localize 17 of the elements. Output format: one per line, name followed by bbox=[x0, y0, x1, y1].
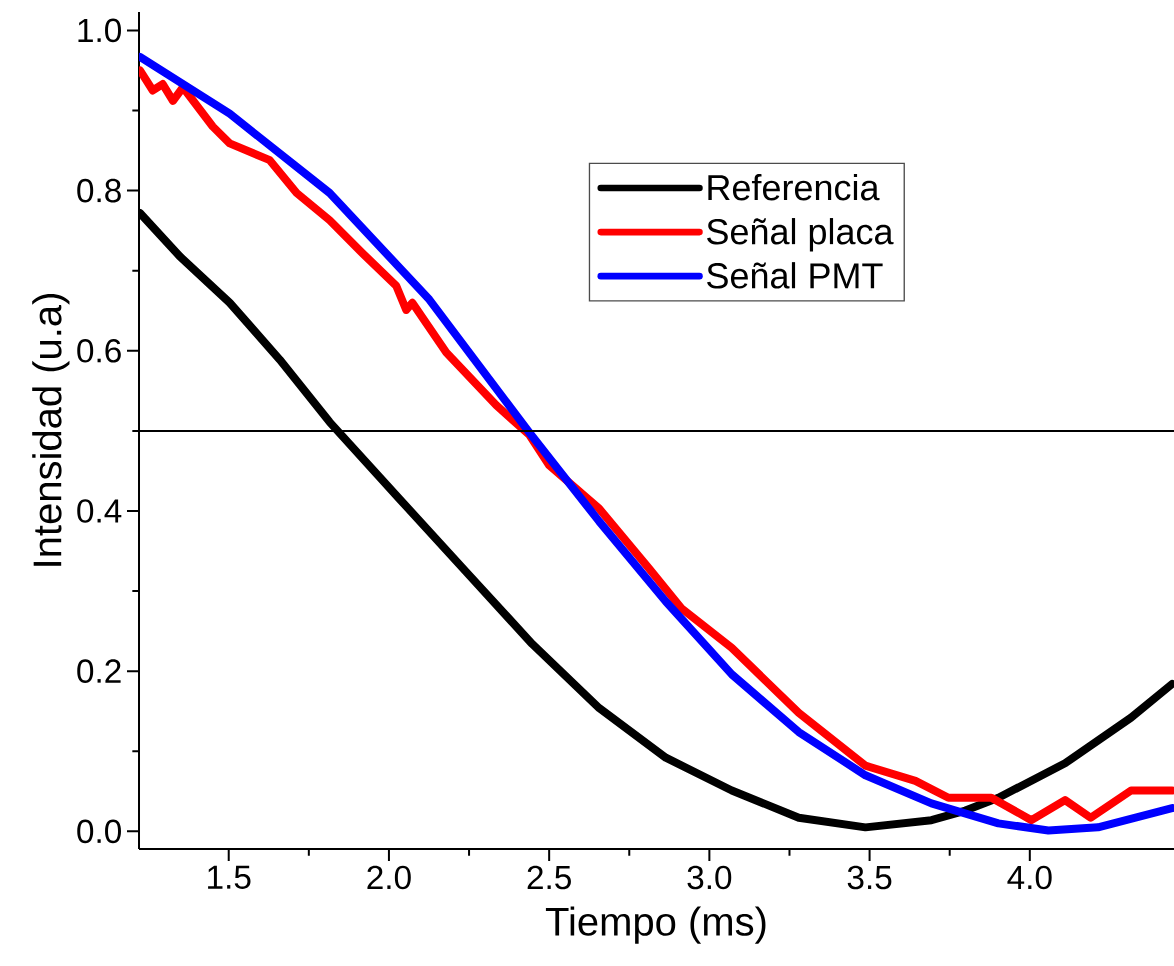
x-axis-title: Tiempo (ms) bbox=[545, 906, 766, 944]
y-tick-label: 0.6 bbox=[77, 338, 121, 363]
x-tick-label: 3.0 bbox=[687, 865, 732, 890]
y-tick-label: 0.8 bbox=[77, 178, 121, 203]
y-tick-label: 0.4 bbox=[77, 499, 122, 523]
x-tick-label: 2.5 bbox=[527, 865, 571, 890]
x-tick-label: 3.5 bbox=[847, 865, 892, 890]
x-tick-label: 1.5 bbox=[208, 865, 251, 889]
y-tick-label: 1.0 bbox=[78, 18, 121, 43]
y-tick-label: 0.2 bbox=[77, 659, 121, 683]
x-tick-label: 2.0 bbox=[367, 865, 411, 890]
y-axis-title: Intensidad (u.a) bbox=[32, 294, 70, 566]
y-tick-label: 0.0 bbox=[77, 819, 121, 844]
x-tick-label: 4.0 bbox=[1007, 865, 1052, 890]
legend-label: Señal PMT bbox=[707, 262, 883, 289]
legend-label: Señal placa bbox=[707, 218, 894, 252]
legend-label: Referencia bbox=[708, 173, 880, 201]
